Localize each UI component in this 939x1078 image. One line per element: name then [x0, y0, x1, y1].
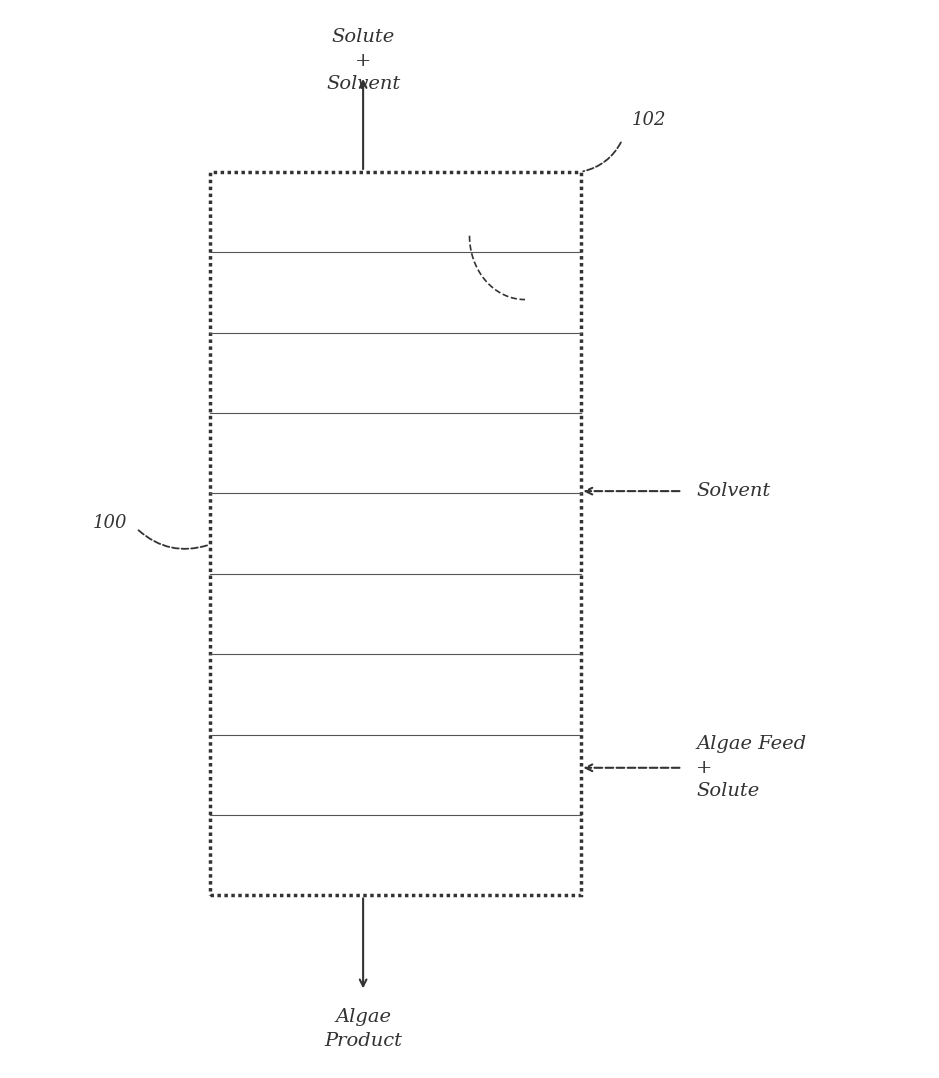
Text: 102: 102 — [631, 111, 666, 129]
Text: Solvent: Solvent — [696, 482, 770, 500]
Text: Algae
Product: Algae Product — [324, 1008, 402, 1050]
Bar — [210, 171, 580, 896]
Text: 100: 100 — [93, 514, 127, 533]
Text: Solute
+
Solvent: Solute + Solvent — [326, 28, 400, 94]
Text: Algae Feed
+
Solute: Algae Feed + Solute — [696, 735, 807, 800]
